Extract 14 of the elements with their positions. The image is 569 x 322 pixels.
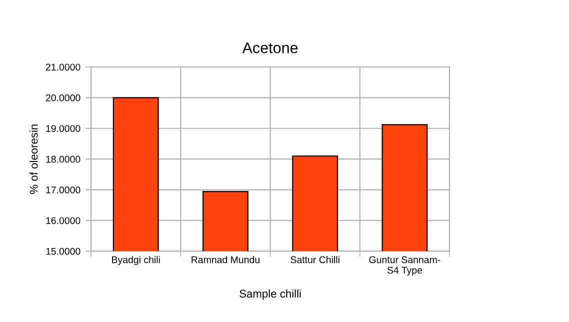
- x-tick-label: Sattur Chilli: [290, 256, 340, 264]
- y-tick-label: 17.0000: [46, 186, 80, 194]
- y-tick-label: 19.0000: [46, 125, 80, 132]
- chart-title: Acetone: [242, 42, 298, 54]
- y-tick-label: 15.0000: [46, 248, 80, 255]
- y-tick-label: 21.0000: [46, 64, 80, 71]
- y-tick-label: 20.0000: [46, 94, 80, 102]
- x-tick-label: Ramnad Mundu: [192, 256, 260, 264]
- y-tick-label: 18.0000: [46, 156, 80, 163]
- y-axis-title: % of oleoresin: [30, 124, 38, 194]
- x-tick-label: Guntur Sannam- S4 Type: [369, 256, 440, 276]
- x-axis-title: Sample chilli: [240, 289, 301, 300]
- x-tick-label: Byadgi chili: [112, 256, 160, 266]
- y-tick-label: 16.0000: [46, 217, 80, 224]
